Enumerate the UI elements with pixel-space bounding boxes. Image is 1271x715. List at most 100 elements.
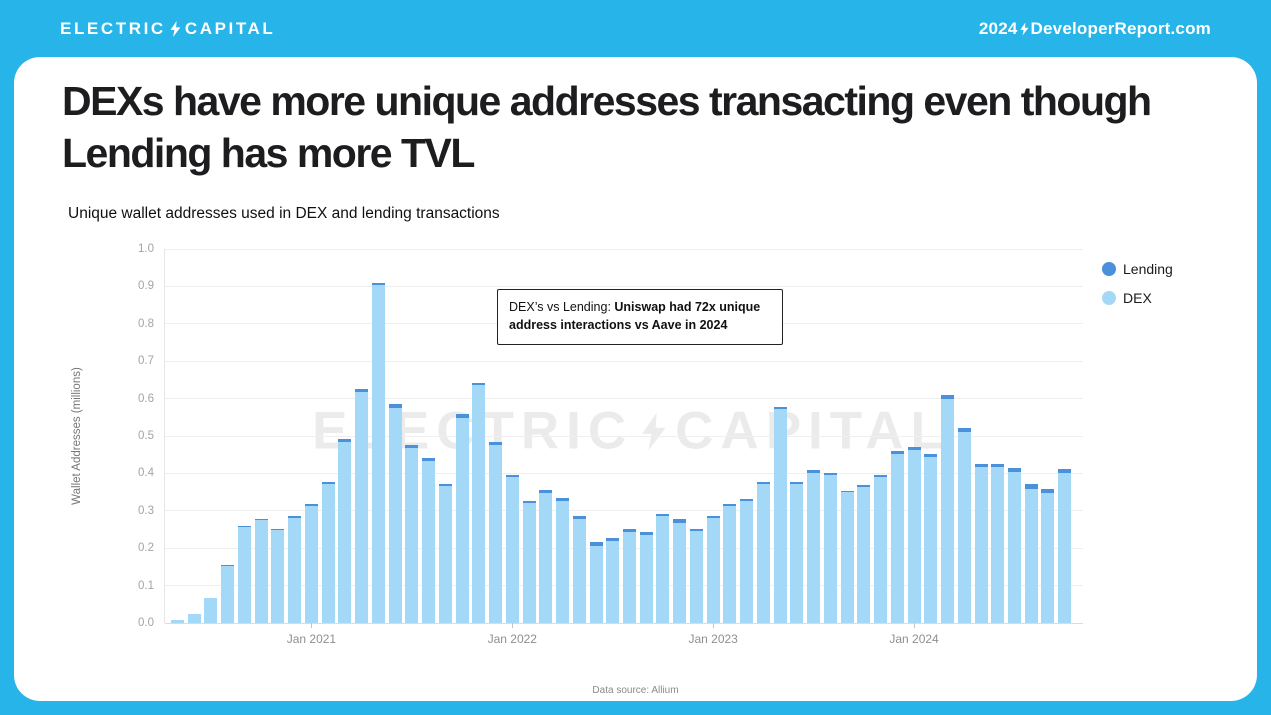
y-tick-label: 0.8 bbox=[138, 317, 154, 330]
bar bbox=[522, 500, 536, 623]
gridline bbox=[165, 398, 1083, 400]
annotation-bold-text: Uniswap had 72x unique address interacti… bbox=[509, 300, 761, 332]
bar-segment-lending bbox=[807, 470, 821, 474]
bar-segment-dex bbox=[823, 475, 837, 623]
developer-report-link[interactable]: 2024 DeveloperReport.com bbox=[979, 19, 1211, 39]
bar-segment-lending bbox=[790, 481, 804, 484]
bar bbox=[924, 453, 938, 623]
bar-segment-dex bbox=[890, 454, 904, 623]
bar bbox=[405, 444, 419, 623]
bar-segment-dex bbox=[639, 535, 653, 623]
chart-subtitle: Unique wallet addresses used in DEX and … bbox=[68, 205, 500, 222]
bar-segment-dex bbox=[689, 531, 703, 623]
bar-segment-dex bbox=[321, 484, 335, 623]
bar bbox=[991, 464, 1005, 623]
bar bbox=[706, 515, 720, 623]
bar-segment-lending bbox=[957, 428, 971, 432]
data-source: Data source: Allium bbox=[592, 685, 679, 696]
x-tick-label: Jan 2024 bbox=[889, 632, 939, 646]
bar-segment-dex bbox=[957, 431, 971, 623]
bar bbox=[304, 504, 318, 623]
y-tick-label: 0.9 bbox=[138, 280, 154, 293]
bar-segment-lending bbox=[489, 441, 503, 445]
bar bbox=[371, 282, 385, 623]
bar-segment-dex bbox=[656, 516, 670, 623]
bar-segment-dex bbox=[673, 523, 687, 623]
bar-segment-dex bbox=[556, 500, 570, 623]
bar-segment-dex bbox=[756, 484, 770, 623]
bar-segment-lending bbox=[622, 528, 636, 533]
bar-segment-lending bbox=[874, 474, 888, 478]
bar bbox=[572, 515, 586, 623]
bar-segment-lending bbox=[455, 414, 469, 418]
bar bbox=[271, 528, 285, 623]
bar-segment-lending bbox=[773, 406, 787, 410]
bar-segment-dex bbox=[572, 519, 586, 623]
bar-segment-lending bbox=[321, 481, 335, 485]
bar bbox=[756, 482, 770, 623]
bar bbox=[673, 518, 687, 623]
bar-segment-dex bbox=[489, 444, 503, 623]
bar bbox=[355, 388, 369, 623]
bar-segment-dex bbox=[472, 385, 486, 623]
y-tick-label: 0.2 bbox=[138, 542, 154, 555]
brand-logo: ELECTRIC CAPITAL bbox=[60, 19, 275, 39]
bar-segment-lending bbox=[522, 500, 536, 503]
bar bbox=[740, 499, 754, 623]
bar-segment-lending bbox=[472, 382, 486, 386]
bar-segment-dex bbox=[790, 483, 804, 623]
bar-segment-lending bbox=[288, 516, 302, 518]
bar bbox=[622, 528, 636, 623]
gridline bbox=[165, 510, 1083, 512]
bar-segment-lending bbox=[1024, 484, 1038, 489]
bar-segment-dex bbox=[204, 597, 218, 623]
bar-segment-dex bbox=[740, 501, 754, 623]
gridline bbox=[165, 285, 1083, 287]
bar-segment-lending bbox=[1041, 489, 1055, 493]
bar-segment-dex bbox=[974, 467, 988, 623]
bar-segment-lending bbox=[237, 525, 251, 527]
x-tick-label: Jan 2022 bbox=[487, 632, 537, 646]
bar-segment-lending bbox=[890, 450, 904, 455]
legend-item-lending: Lending bbox=[1102, 261, 1173, 277]
bar-segment-lending bbox=[823, 473, 837, 476]
y-tick-label: 0.1 bbox=[138, 579, 154, 592]
bar bbox=[606, 538, 620, 623]
bar-segment-dex bbox=[840, 492, 854, 623]
bar bbox=[1024, 484, 1038, 623]
brand-logo-left: ELECTRIC bbox=[60, 18, 166, 38]
lightning-bolt-icon bbox=[1019, 21, 1029, 36]
page-title: DEXs have more unique addresses transact… bbox=[62, 78, 1152, 176]
y-tick-label: 0.4 bbox=[138, 467, 154, 480]
bar bbox=[840, 490, 854, 623]
bar-segment-dex bbox=[405, 447, 419, 623]
bar-segment-lending bbox=[388, 404, 402, 408]
bar-segment-dex bbox=[288, 517, 302, 623]
bar-segment-dex bbox=[221, 565, 235, 623]
bar bbox=[489, 441, 503, 623]
bar-segment-lending bbox=[974, 463, 988, 468]
brand-logo-right: CAPITAL bbox=[184, 18, 276, 38]
bar-segment-lending bbox=[271, 528, 285, 530]
x-tick bbox=[512, 623, 514, 628]
bar bbox=[639, 531, 653, 623]
bar-segment-lending bbox=[371, 282, 385, 285]
bar-segment-dex bbox=[187, 613, 201, 623]
bar-segment-lending bbox=[556, 498, 570, 501]
bar bbox=[907, 447, 921, 623]
bar-segment-lending bbox=[1058, 469, 1072, 474]
x-tick bbox=[311, 623, 313, 628]
bar-segment-dex bbox=[874, 477, 888, 623]
gridline bbox=[165, 360, 1083, 362]
bar-segment-dex bbox=[1008, 472, 1021, 623]
bar bbox=[288, 516, 302, 623]
bar-segment-dex bbox=[304, 505, 318, 623]
bar-segment-lending bbox=[338, 438, 352, 442]
y-tick-label: 0.3 bbox=[138, 504, 154, 517]
annotation-box: DEX’s vs Lending: Uniswap had 72x unique… bbox=[497, 289, 783, 345]
bar-segment-lending bbox=[254, 519, 268, 521]
gridline bbox=[165, 248, 1083, 250]
lightning-bolt-icon bbox=[170, 20, 181, 37]
bar-segment-lending bbox=[505, 474, 519, 478]
bar-segment-dex bbox=[773, 409, 787, 623]
